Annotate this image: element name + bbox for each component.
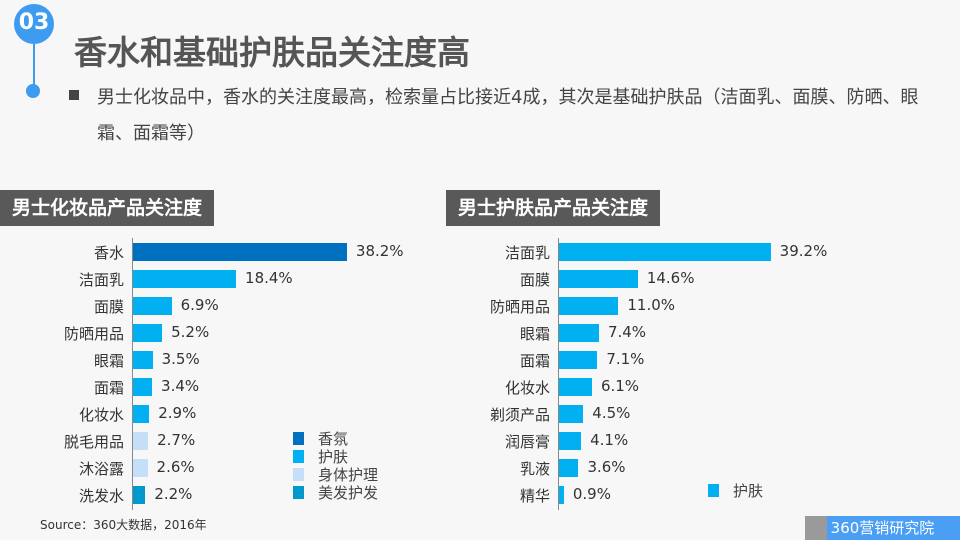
data-label: 6.9%: [180, 296, 219, 314]
bar: [559, 297, 619, 315]
category-label: 化妆水: [504, 379, 550, 397]
legend-label: 护肤: [318, 448, 349, 466]
data-label: 4.5%: [592, 404, 631, 422]
section-number-badge: 03: [14, 4, 54, 44]
bar: [559, 243, 771, 261]
data-label: 2.6%: [156, 458, 195, 476]
source-note: Source：360大数据，2016年: [40, 518, 207, 532]
logo: 360营销研究院: [805, 516, 960, 540]
data-label: 3.5%: [161, 350, 200, 368]
bar: [133, 324, 163, 342]
category-label: 防晒用品: [489, 298, 550, 316]
data-label: 38.2%: [355, 242, 404, 260]
bar: [133, 378, 153, 396]
category-label: 润唇膏: [504, 433, 550, 451]
bar: [559, 378, 592, 396]
bar: [133, 432, 149, 450]
bar: [133, 297, 172, 315]
legend-label: 美发护发: [318, 484, 379, 502]
category-label: 面霜: [93, 379, 124, 397]
category-label: 面膜: [93, 298, 124, 316]
chart-title-left: 男士化妆品产品关注度: [0, 190, 215, 226]
logo-accent: [805, 516, 827, 540]
category-label: 眼霜: [93, 352, 124, 370]
bar: [559, 486, 564, 504]
legend-swatch: [293, 486, 304, 499]
data-label: 3.4%: [161, 377, 200, 395]
badge-pin: [33, 40, 35, 88]
legend-swatch: [293, 432, 304, 445]
bar: [559, 432, 582, 450]
legend-item: 护肤: [708, 480, 763, 501]
bar: [133, 270, 237, 288]
category-label: 洁面乳: [78, 271, 124, 289]
data-label: 18.4%: [245, 269, 293, 287]
bar: [559, 324, 599, 342]
data-label: 39.2%: [779, 242, 828, 260]
bar: [133, 351, 153, 369]
legend-label: 护肤: [733, 482, 764, 500]
data-label: 3.6%: [587, 458, 626, 476]
data-label: 11.0%: [627, 296, 676, 314]
data-label: 0.9%: [572, 485, 611, 503]
legend-item: 香氛: [293, 428, 348, 449]
bar: [559, 459, 579, 477]
y-axis: [132, 238, 133, 510]
category-label: 防晒用品: [63, 325, 124, 343]
data-label: 2.9%: [158, 404, 197, 422]
category-label: 剃须产品: [489, 406, 550, 424]
category-label: 洁面乳: [504, 244, 550, 262]
category-label: 面膜: [519, 271, 550, 289]
bar: [133, 459, 148, 477]
bar: [559, 405, 584, 423]
badge-dot: [26, 84, 40, 98]
bar: [133, 405, 150, 423]
legend-item: 美发护发: [293, 482, 378, 503]
data-label: 14.6%: [646, 269, 695, 287]
category-label: 精华: [519, 487, 550, 505]
category-label: 面霜: [519, 352, 550, 370]
legend-swatch: [293, 450, 304, 463]
data-label: 4.1%: [590, 431, 629, 449]
data-label: 2.7%: [157, 431, 196, 449]
data-label: 6.1%: [600, 377, 640, 395]
bar: [133, 243, 347, 261]
legend-swatch: [293, 468, 304, 481]
bullet-icon: [69, 90, 79, 100]
data-label: 2.2%: [154, 485, 193, 503]
legend-swatch: [708, 484, 719, 497]
data-label: 7.1%: [606, 350, 645, 368]
legend-label: 香氛: [318, 430, 349, 448]
category-label: 乳液: [519, 460, 550, 478]
category-label: 脱毛用品: [63, 433, 124, 451]
legend-label: 身体护理: [318, 466, 379, 484]
category-label: 化妆水: [78, 406, 124, 424]
category-label: 洗发水: [78, 487, 124, 505]
description: 男士化妆品中，香水的关注度最高，检索量占比接近4成，其次是基础护肤品（洁面乳、面…: [97, 87, 919, 144]
bar: [559, 270, 638, 288]
y-axis: [558, 238, 559, 510]
bar: [559, 351, 598, 369]
legend-item: 身体护理: [293, 464, 378, 485]
data-label: 7.4%: [607, 323, 647, 341]
category-label: 沐浴露: [78, 460, 124, 478]
category-label: 香水: [93, 244, 124, 262]
page-title: 香水和基础护肤品关注度高: [74, 33, 470, 72]
legend-item: 护肤: [293, 446, 348, 467]
bar: [133, 486, 146, 504]
chart-title-right: 男士护肤品产品关注度: [446, 190, 661, 226]
data-label: 5.2%: [171, 323, 210, 341]
category-label: 眼霜: [519, 325, 550, 343]
